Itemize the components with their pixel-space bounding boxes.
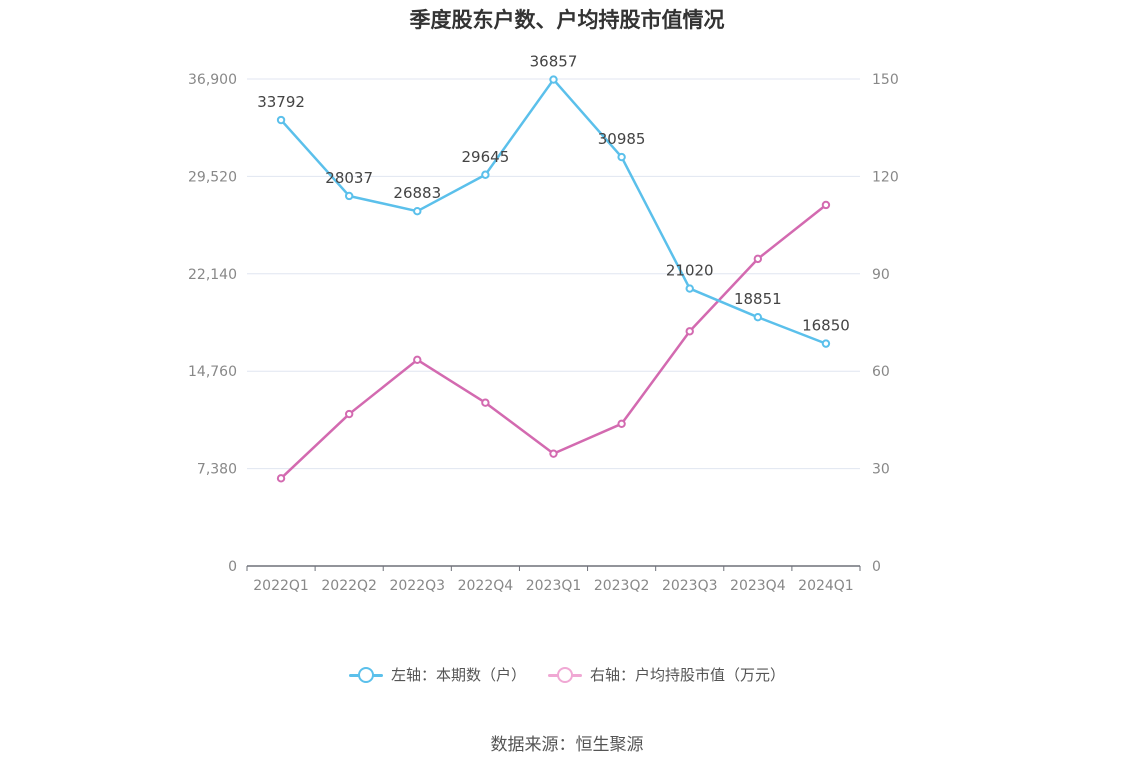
point-households[interactable]: [276, 115, 286, 125]
y-left-tick-label: 22,140: [188, 267, 237, 283]
point-households[interactable]: [481, 170, 490, 179]
x-tick-label: 2022Q3: [389, 578, 445, 594]
y-right-tick-label: 90: [872, 267, 890, 283]
axes: 0 0 7,380 30 14,760 60 22,140 90 29,520 120 36,900…: [188, 72, 899, 594]
data-source: 数据来源：恒生聚源: [490, 735, 644, 755]
x-tick-label: 2022Q2: [321, 578, 377, 594]
data-label: 36857: [530, 53, 578, 71]
x-tick-label: 2022Q1: [253, 578, 309, 594]
x-tick-label: 2024Q1: [798, 578, 854, 594]
chart-title: 季度股东户数、户均持股市值情况: [409, 8, 725, 32]
y-right-tick-label: 60: [872, 364, 890, 380]
y-left-tick-label: 29,520: [188, 169, 237, 185]
legend-marker-pink: [548, 665, 582, 685]
legend-item-left-axis[interactable]: 左轴：本期数（户）: [348, 664, 526, 685]
point-households[interactable]: [344, 191, 354, 201]
y-right-tick-label: 30: [872, 462, 890, 478]
point-market-value[interactable]: [413, 355, 422, 365]
point-market-value[interactable]: [481, 398, 490, 407]
point-market-value[interactable]: [549, 449, 558, 458]
point-households[interactable]: [685, 284, 694, 293]
y-left-tick-label: 14,760: [188, 364, 237, 380]
y-left-tick-label: 36,900: [188, 72, 237, 88]
legend: 左轴：本期数（户） 右轴：户均持股市值（万元）: [0, 664, 1134, 685]
data-label: 26883: [393, 184, 441, 202]
data-label: 33792: [257, 93, 305, 111]
point-market-value[interactable]: [276, 474, 286, 483]
x-tick-label: 2023Q2: [594, 578, 650, 594]
y-left-tick-label: 0: [228, 559, 237, 575]
data-label: 28037: [325, 169, 373, 187]
data-labels: 33792 28037 26883 29645 36857 30985 21020 18851…: [257, 53, 850, 335]
y-right-tick-label: 120: [872, 169, 899, 185]
data-label: 18851: [734, 290, 782, 308]
data-label: 16850: [802, 317, 850, 335]
x-tick-label: 2023Q1: [526, 578, 582, 594]
x-tick-label: 2022Q4: [458, 578, 514, 594]
data-label: 21020: [666, 262, 714, 280]
series: [276, 75, 831, 483]
point-households[interactable]: [549, 75, 558, 84]
point-households[interactable]: [413, 207, 422, 216]
point-households[interactable]: [821, 339, 831, 348]
point-households[interactable]: [617, 152, 626, 162]
legend-item-right-axis[interactable]: 右轴：户均持股市值（万元）: [548, 664, 785, 685]
point-market-value[interactable]: [344, 409, 354, 419]
x-tick-label: 2023Q3: [662, 578, 718, 594]
y-right-tick-label: 0: [872, 559, 881, 575]
data-label: 30985: [598, 130, 646, 148]
data-label: 29645: [462, 148, 510, 166]
grid-lines: [247, 78, 860, 470]
y-right-tick-label: 150: [872, 72, 899, 88]
point-market-value[interactable]: [685, 327, 694, 336]
legend-marker-blue: [348, 665, 383, 685]
x-tick-label: 2023Q4: [730, 578, 786, 594]
point-market-value[interactable]: [821, 200, 831, 210]
point-households[interactable]: [753, 313, 763, 322]
point-market-value[interactable]: [617, 419, 626, 428]
legend-label-right: 右轴：户均持股市值（万元）: [590, 666, 786, 684]
series-line-market-value: [280, 203, 827, 480]
point-market-value[interactable]: [753, 254, 763, 264]
legend-label-left: 左轴：本期数（户）: [390, 666, 526, 684]
y-left-tick-label: 7,380: [197, 462, 237, 478]
